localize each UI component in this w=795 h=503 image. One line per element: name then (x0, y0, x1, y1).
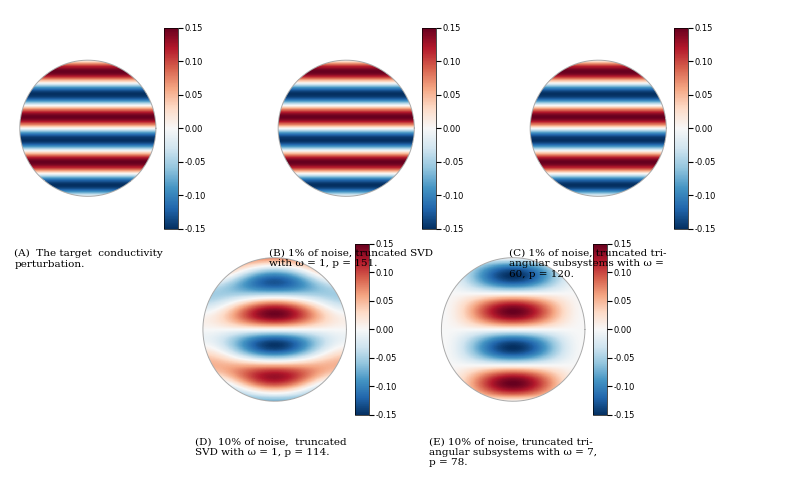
Text: (B) 1% of noise, truncated SVD
with ω = 1, p = 151.: (B) 1% of noise, truncated SVD with ω = … (269, 249, 432, 269)
Text: (A)  The target  conductivity
perturbation.: (A) The target conductivity perturbation… (14, 249, 163, 269)
Text: (E) 10% of noise, truncated tri-
angular subsystems with ω = 7,
p = 78.: (E) 10% of noise, truncated tri- angular… (429, 438, 597, 467)
Text: (D)  10% of noise,  truncated
SVD with ω = 1, p = 114.: (D) 10% of noise, truncated SVD with ω =… (195, 438, 347, 457)
Text: (C) 1% of noise, truncated tri-
angular subsystems with ω =
60, p = 120.: (C) 1% of noise, truncated tri- angular … (509, 249, 666, 279)
